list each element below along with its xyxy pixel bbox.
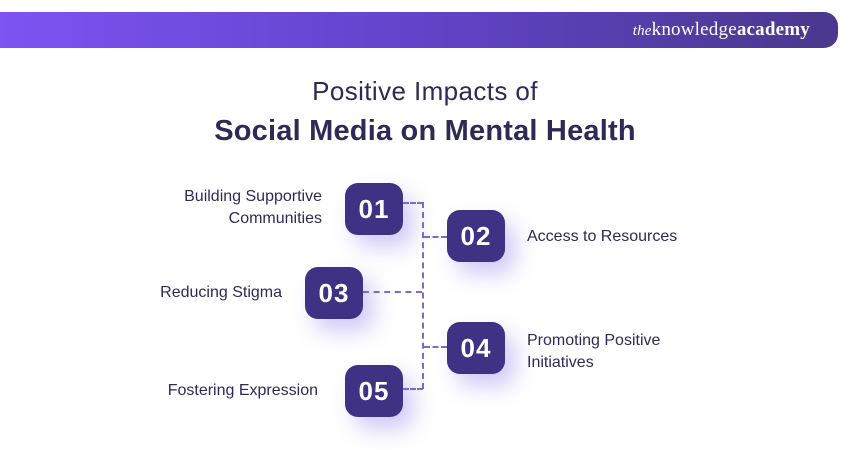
title-line-2: Social Media on Mental Health: [214, 115, 636, 147]
logo-the: the: [632, 23, 652, 39]
step-box-05: 05: [345, 365, 403, 417]
step-box-01: 01: [345, 183, 403, 235]
page-title: Positive Impacts of Social Media on Ment…: [0, 76, 850, 148]
connector-step-04: [424, 346, 447, 348]
knowledge-academy-logo: theknowledgeacademy: [633, 19, 810, 41]
brand-banner: theknowledgeacademy: [0, 12, 838, 48]
step-box-04: 04: [447, 322, 505, 374]
connector-step-05: [403, 388, 423, 390]
title-line-1: Positive Impacts of: [312, 76, 538, 106]
step-box-03: 03: [305, 267, 363, 319]
connector-step-01: [403, 202, 423, 204]
step-label-01: Building Supportive Communities: [184, 188, 322, 227]
step-label-02: Access to Resources: [527, 228, 678, 245]
step-label-03: Reducing Stigma: [160, 284, 282, 301]
connector-step-02: [424, 236, 447, 238]
step-label-04: Promoting Positive Initiatives: [527, 332, 661, 371]
logo-academy: academy: [736, 19, 810, 40]
connector-trunk-line: [422, 202, 424, 389]
step-label-05: Fostering Expression: [167, 382, 318, 399]
connector-step-03: [363, 291, 422, 293]
logo-knowledge: knowledge: [651, 19, 737, 40]
step-box-02: 02: [447, 210, 505, 262]
